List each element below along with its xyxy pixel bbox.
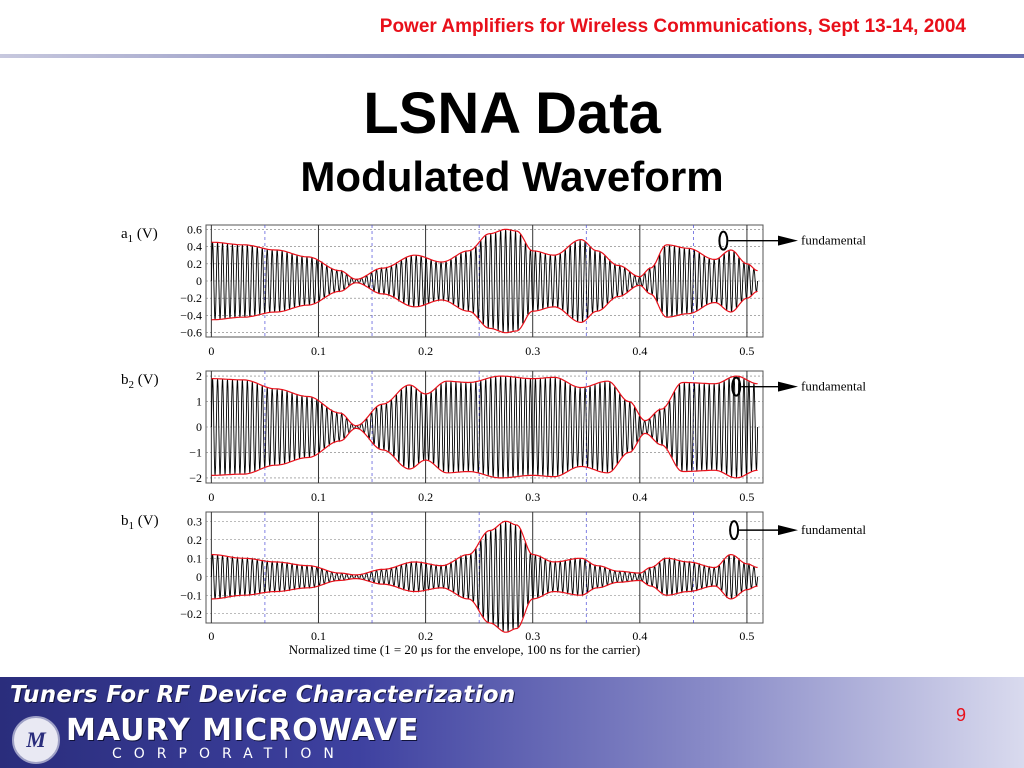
envelope-upper-line bbox=[211, 228, 758, 280]
y-tick-label: −0.4 bbox=[180, 308, 202, 322]
y-tick-label: 0.4 bbox=[187, 240, 202, 254]
x-tick-label: 0.4 bbox=[632, 629, 647, 643]
y-axis-label: b2 (V) bbox=[121, 372, 159, 391]
carrier-waveform-line bbox=[210, 521, 759, 632]
envelope-upper-line bbox=[211, 520, 758, 576]
slide-subtitle: Modulated Waveform bbox=[300, 153, 724, 200]
y-tick-label: −0.2 bbox=[180, 607, 202, 621]
x-tick-label: 0 bbox=[208, 490, 214, 504]
annotation-arrowhead-icon bbox=[778, 525, 798, 536]
y-axis-label: a1 (V) bbox=[121, 226, 158, 245]
envelope-lower-line bbox=[211, 427, 758, 479]
envelope-lower-line bbox=[211, 578, 758, 633]
annotation-arrowhead-icon bbox=[778, 235, 798, 246]
x-tick-label: 0.3 bbox=[525, 490, 540, 504]
x-tick-label: 0.2 bbox=[418, 490, 433, 504]
x-tick-label: 0.5 bbox=[739, 629, 754, 643]
x-tick-label: 0.2 bbox=[418, 344, 433, 358]
y-tick-label: 0.3 bbox=[187, 514, 202, 528]
x-tick-label: 0.4 bbox=[632, 490, 647, 504]
envelope-upper-line bbox=[211, 375, 758, 427]
chart-panel-2: 2 1 0 −1 −2 0 0.1 0.2 0.3 0.4 0.5 b2 (V) fundamental bbox=[121, 369, 866, 504]
carrier-waveform-line bbox=[210, 229, 759, 333]
plot-frame bbox=[205, 511, 764, 624]
annotation-arrowhead-icon bbox=[778, 381, 798, 392]
y-tick-label: 0.2 bbox=[187, 533, 202, 547]
x-tick-label: 0.4 bbox=[632, 344, 647, 358]
y-tick-label: 1 bbox=[196, 395, 202, 409]
page-number: 9 bbox=[955, 705, 966, 725]
footer-banner bbox=[0, 677, 1024, 768]
waveform-charts: 0.6 0.4 0.2 0 −0.2 −0.4 −0.6 0 0.1 0.2 0.3 0.4 0.5 a1… bbox=[121, 222, 866, 657]
carrier-waveform-line bbox=[210, 376, 759, 478]
fundamental-marker bbox=[731, 376, 742, 397]
header-rule bbox=[0, 54, 1024, 58]
x-axis-label: Normalized time (1 = 20 μs for the envel… bbox=[289, 642, 640, 657]
annotation-label: fundamental bbox=[801, 379, 866, 394]
y-tick-label: 0 bbox=[196, 570, 202, 584]
footer-corporation: CORPORATION bbox=[112, 746, 346, 762]
y-tick-label: 0.2 bbox=[187, 257, 202, 271]
chart-panel-3: 0.3 0.2 0.1 0 −0.1 −0.2 0 0.1 0.2 0.3 0.4 0.5 b1 (V)… bbox=[121, 511, 866, 657]
y-tick-label: −1 bbox=[189, 445, 202, 459]
chart-panel-1: 0.6 0.4 0.2 0 −0.2 −0.4 −0.6 0 0.1 0.2 0.3 0.4 0.5 a1… bbox=[121, 222, 866, 358]
footer-tagline: Tuners For RF Device Characterization bbox=[10, 682, 516, 708]
x-tick-label: 0.1 bbox=[311, 344, 326, 358]
y-tick-label: 0.6 bbox=[187, 222, 202, 236]
x-tick-label: 0.5 bbox=[739, 344, 754, 358]
x-tick-label: 0.3 bbox=[525, 344, 540, 358]
x-tick-label: 0.2 bbox=[418, 629, 433, 643]
header-title: Power Amplifiers for Wireless Communicat… bbox=[379, 16, 966, 37]
y-tick-label: −0.2 bbox=[180, 291, 202, 305]
y-tick-label: −0.1 bbox=[180, 588, 202, 602]
envelope-lower-line bbox=[211, 282, 758, 334]
footer-company-name: MAURY MICROWAVE bbox=[66, 713, 420, 748]
y-axis-label: b1 (V) bbox=[121, 513, 159, 532]
x-tick-label: 0 bbox=[208, 629, 214, 643]
x-tick-label: 0.1 bbox=[311, 629, 326, 643]
annotation-label: fundamental bbox=[801, 522, 866, 537]
annotation-label: fundamental bbox=[801, 233, 866, 248]
x-tick-label: 0.5 bbox=[739, 490, 754, 504]
y-tick-label: 0 bbox=[196, 274, 202, 288]
x-tick-label: 0 bbox=[208, 344, 214, 358]
y-tick-label: −2 bbox=[189, 471, 202, 485]
y-tick-label: 2 bbox=[196, 369, 202, 383]
y-tick-label: 0.1 bbox=[187, 551, 202, 565]
x-tick-label: 0.3 bbox=[525, 629, 540, 643]
slide-title: LSNA Data bbox=[363, 81, 661, 146]
fundamental-marker bbox=[729, 520, 740, 541]
x-tick-label: 0.1 bbox=[311, 490, 326, 504]
fundamental-marker bbox=[718, 230, 729, 251]
y-tick-label: 0 bbox=[196, 420, 202, 434]
company-logo-icon: M bbox=[12, 716, 60, 764]
y-tick-label: −0.6 bbox=[180, 326, 202, 340]
